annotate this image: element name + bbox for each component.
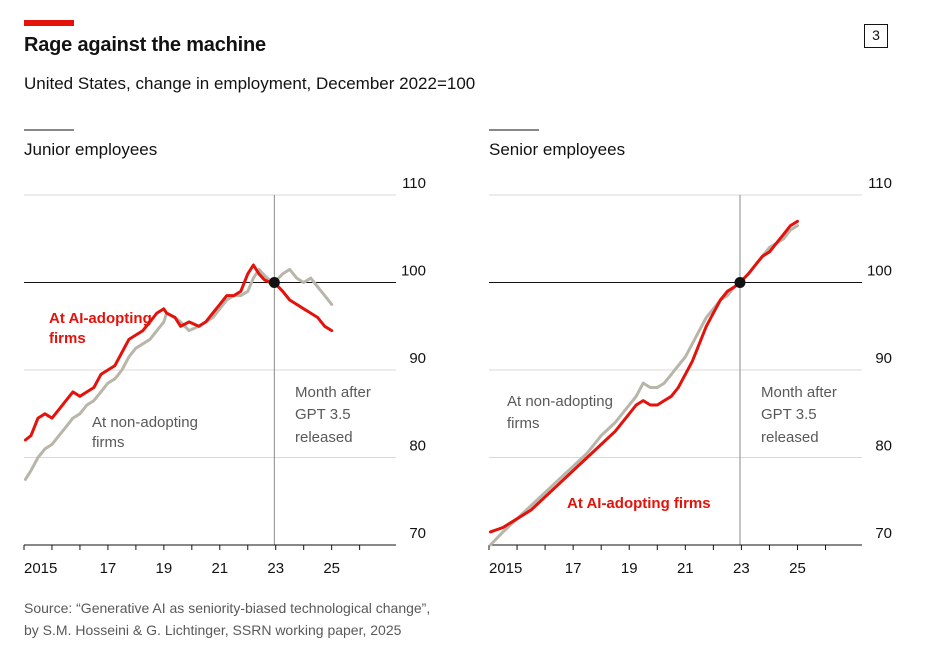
panel-2-xtick-label-19: 19 <box>621 560 638 577</box>
panel-2-ai-adopting-label-1: At AI-adopting firms <box>567 495 711 512</box>
panel-1-non-adopting-label-2: firms <box>92 434 125 451</box>
panel-1-reference-dot <box>268 277 280 288</box>
source-line-2: by S.M. Hosseini & G. Lichtinger, SSRN w… <box>24 622 402 638</box>
source-line-1: Source: “Generative AI as seniority-bias… <box>24 600 431 616</box>
panel-2-xtick-label-23: 23 <box>733 560 750 577</box>
panel-1-ytick-label-100: 100 <box>401 263 426 280</box>
panel-1-non-adopting-line <box>23 267 334 481</box>
panel-1-xtick-label-23: 23 <box>267 560 284 577</box>
panel-1-ai-adopting-label-1: At AI-adopting <box>49 310 152 327</box>
panel-1-xtick-label-2015: 2015 <box>24 560 57 577</box>
brand-red-bar <box>24 20 74 26</box>
panel-1-ytick-label-90: 90 <box>409 350 426 367</box>
panel-2-ytick-label-90: 90 <box>875 350 892 367</box>
panel-1-ai-adopting-line <box>23 263 334 442</box>
panel-2-title: Senior employees <box>489 140 625 159</box>
panel-1-event-label-line-2: GPT 3.5 <box>295 406 351 423</box>
panel-1-xtick-label-21: 21 <box>211 560 228 577</box>
panel-2-ytick-label-80: 80 <box>875 438 892 455</box>
panel-2-ytick-label-100: 100 <box>867 263 892 280</box>
panel-2-event-label-line-2: GPT 3.5 <box>761 406 817 423</box>
panel-1-xtick-label-17: 17 <box>100 560 117 577</box>
panel-1-ytick-label-70: 70 <box>409 525 426 542</box>
panel-1-xtick-label-25: 25 <box>323 560 340 577</box>
panel-2-xtick-label-2015: 2015 <box>489 560 522 577</box>
panel-1-event-label-line-1: Month after <box>295 384 371 401</box>
panel-1-ytick-label-80: 80 <box>409 438 426 455</box>
panel-1-event-label-line-3: released <box>295 429 353 446</box>
panel-1-non-adopting-label-1: At non-adopting <box>92 414 198 431</box>
panel-2-ai-adopting-line <box>488 219 799 534</box>
chart-title: Rage against the machine <box>24 34 266 56</box>
panel-1-ai-adopting-label-2: firms <box>49 330 86 347</box>
panel-2-xtick-label-17: 17 <box>565 560 582 577</box>
panel-2-xtick-label-25: 25 <box>789 560 806 577</box>
panel-2-event-label-line-3: released <box>761 429 819 446</box>
panel-1-xtick-label-19: 19 <box>156 560 173 577</box>
panel-2-xtick-label-21: 21 <box>677 560 694 577</box>
panel-2-reference-dot <box>734 277 746 288</box>
panel-2-event-label-line-1: Month after <box>761 384 837 401</box>
panel-2-ytick-label-70: 70 <box>875 525 892 542</box>
panel-2-non-adopting-label-2: firms <box>507 415 540 432</box>
chart-subtitle: United States, change in employment, Dec… <box>24 74 476 93</box>
source-note: Source: “Generative AI as seniority-bias… <box>24 597 430 641</box>
panel-2-ytick-label-110: 110 <box>868 175 892 192</box>
panel-1-ytick-label-110: 110 <box>402 175 426 192</box>
panel-2-non-adopting-label-1: At non-adopting <box>507 393 613 410</box>
panel-1-title: Junior employees <box>24 140 157 159</box>
chart-number-badge: 3 <box>864 24 888 48</box>
